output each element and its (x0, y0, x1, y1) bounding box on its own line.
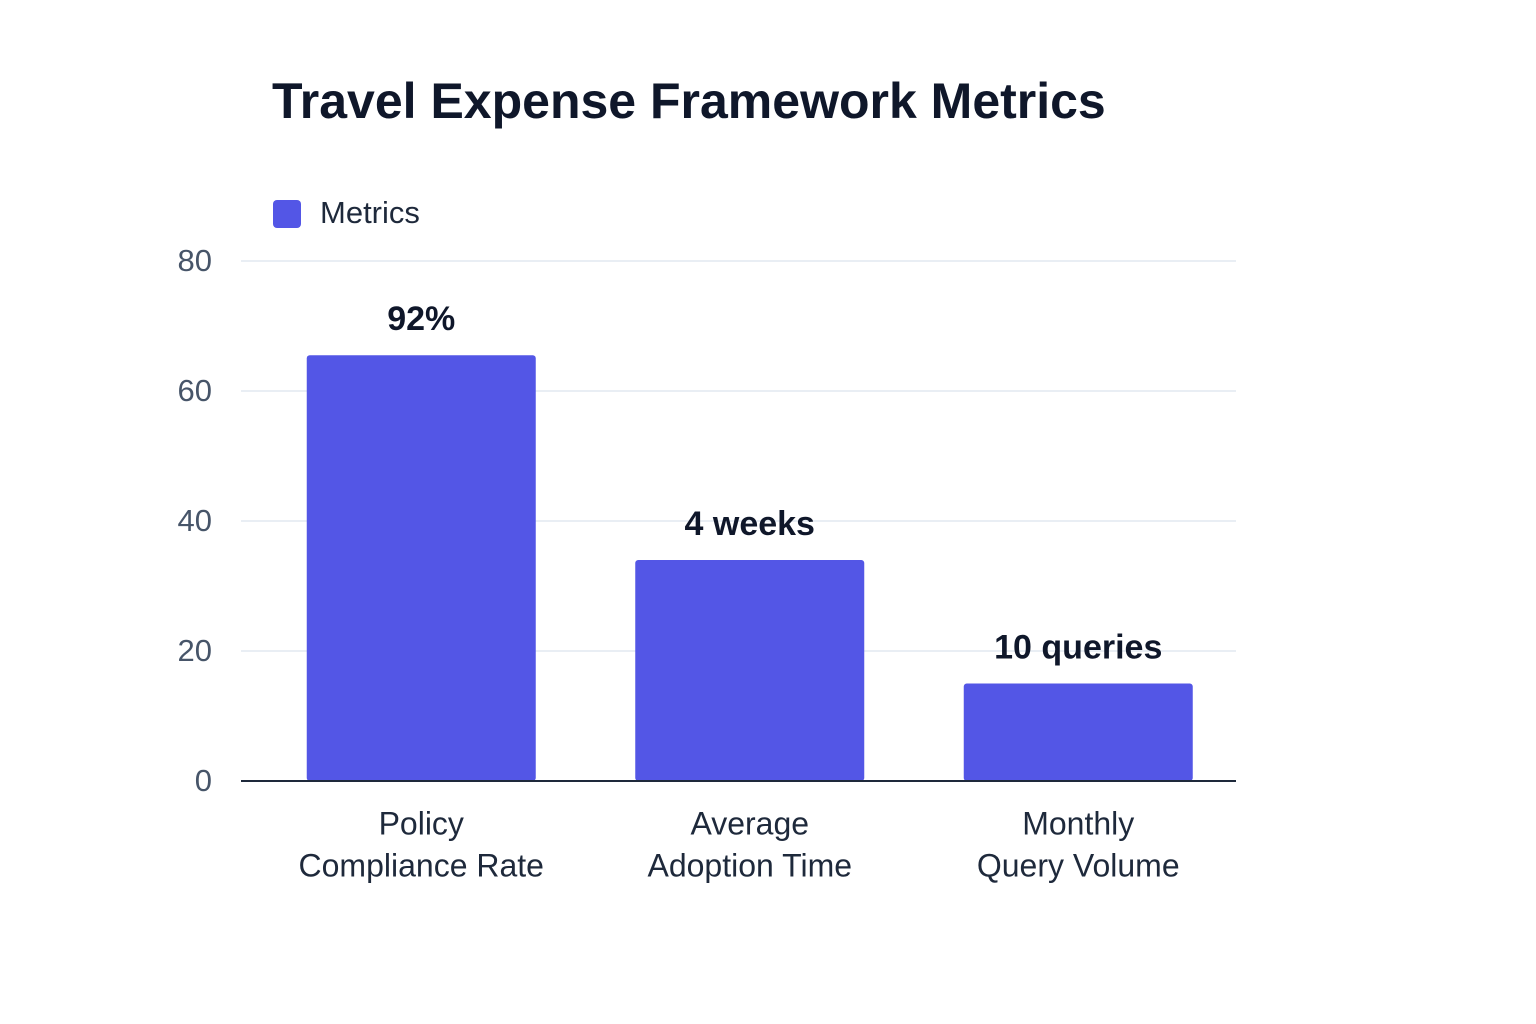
bar (635, 560, 865, 781)
x-tick-label: Query Volume (977, 847, 1180, 883)
bar (306, 355, 536, 781)
x-tick-label: Adoption Time (647, 847, 852, 883)
x-tick-label: Monthly (1022, 805, 1134, 841)
bar-annotation: 4 weeks (685, 505, 815, 543)
bar-annotation: 92% (387, 300, 455, 338)
y-tick-label: 80 (178, 243, 212, 278)
bar (963, 683, 1193, 781)
chart-title: Travel Expense Framework Metrics (272, 73, 1106, 129)
y-tick-label: 20 (178, 633, 212, 668)
x-tick-label: Compliance Rate (299, 847, 544, 883)
legend-label: Metrics (320, 195, 420, 230)
y-tick-label: 0 (195, 763, 212, 798)
legend-swatch (273, 200, 301, 228)
x-tick-label: Average (690, 805, 809, 841)
x-tick-label: Policy (379, 805, 464, 841)
bar-annotation: 10 queries (994, 628, 1162, 666)
y-tick-label: 60 (178, 373, 212, 408)
y-tick-label: 40 (178, 503, 212, 538)
